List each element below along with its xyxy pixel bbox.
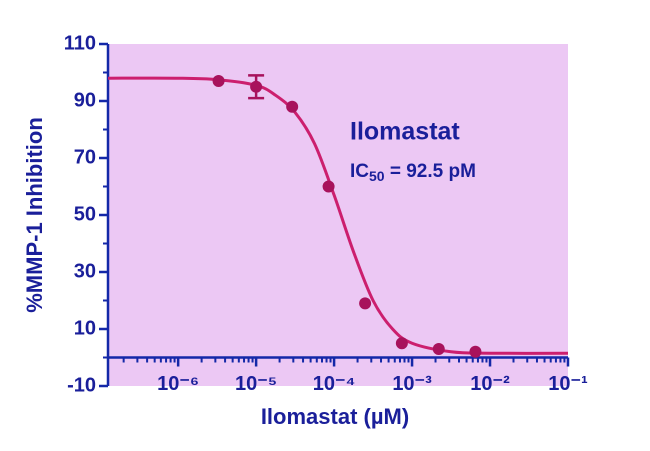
data-point [212,75,225,88]
y-tick-label: 50 [74,203,96,225]
data-point [395,337,408,350]
ic-label: IC [350,161,369,182]
x-tick-label: 10⁻⁵ [235,373,277,395]
x-tick-label: 10⁻³ [392,373,432,395]
y-tick-label: -10 [67,374,96,396]
data-point [250,80,263,93]
y-axis-label: %MMP-1 Inhibition [22,117,47,313]
x-tick-label: 10⁻⁶ [157,373,199,395]
plot-background [108,44,568,386]
y-tick-label: 110 [64,32,96,54]
x-tick-label: 10⁻¹ [548,373,588,395]
x-tick-label: 10⁻⁴ [313,373,356,395]
data-point [322,180,335,193]
ic-subscript: 50 [369,168,385,184]
y-tick-label: 10 [74,317,96,339]
data-point [469,345,482,358]
ic-value: = 92.5 pM [385,161,476,182]
data-point [359,297,372,310]
annotation-title: Ilomastat [350,118,460,146]
y-tick-label: 70 [74,146,96,168]
annotation-ic50: IC50 = 92.5 pM [350,161,476,184]
x-tick-label: 10⁻² [470,373,510,395]
data-point [432,342,445,355]
y-tick-label: 30 [74,260,96,282]
x-axis-label: Ilomastat (µM) [261,404,409,429]
data-point [286,100,299,113]
y-tick-label: 90 [74,89,96,111]
